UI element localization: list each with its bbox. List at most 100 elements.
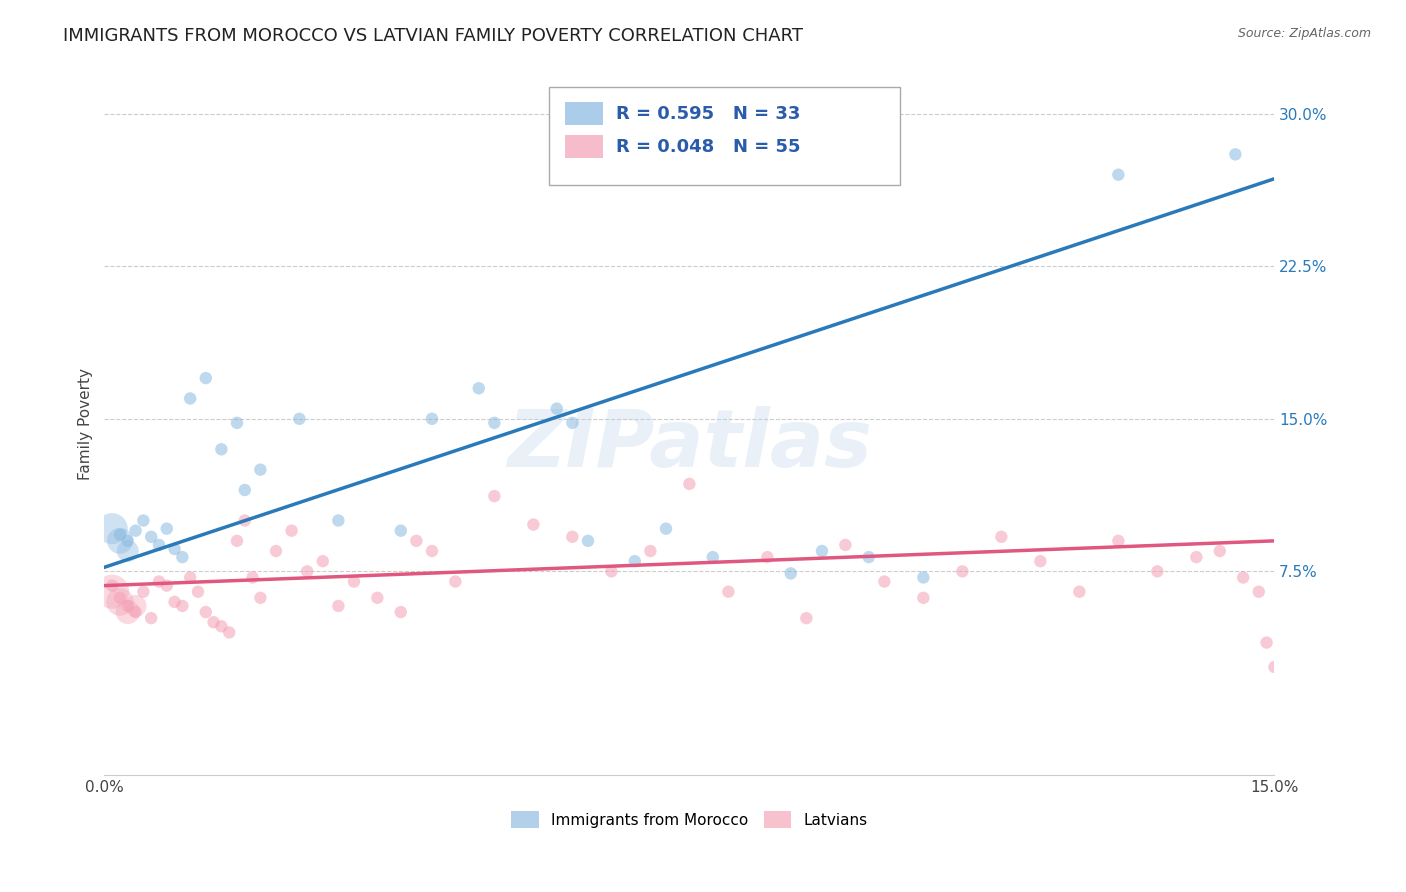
Point xyxy=(226,533,249,548)
Point xyxy=(1209,544,1232,558)
Point xyxy=(468,381,491,395)
Point xyxy=(117,599,139,613)
Point xyxy=(101,584,124,599)
Point xyxy=(912,591,935,605)
Point xyxy=(242,570,264,584)
Point xyxy=(163,595,186,609)
Point xyxy=(389,605,412,619)
Point xyxy=(209,442,232,457)
Point xyxy=(141,611,163,625)
Point xyxy=(1029,554,1052,568)
Point xyxy=(1247,584,1270,599)
Point xyxy=(117,544,139,558)
Text: Source: ZipAtlas.com: Source: ZipAtlas.com xyxy=(1237,27,1371,40)
Point xyxy=(623,554,645,568)
Point xyxy=(233,514,256,528)
Legend: Immigrants from Morocco, Latvians: Immigrants from Morocco, Latvians xyxy=(505,805,873,834)
Point xyxy=(172,599,194,613)
Point xyxy=(717,584,740,599)
Point xyxy=(101,522,124,536)
Point xyxy=(117,605,139,619)
Y-axis label: Family Poverty: Family Poverty xyxy=(79,368,93,480)
Point xyxy=(420,412,443,426)
Point xyxy=(912,570,935,584)
Point xyxy=(108,591,131,605)
Point xyxy=(343,574,366,589)
Text: R = 0.048   N = 55: R = 0.048 N = 55 xyxy=(616,137,800,156)
Point xyxy=(249,463,271,477)
Point xyxy=(389,524,412,538)
Point xyxy=(295,565,318,579)
Point xyxy=(484,416,506,430)
Point xyxy=(108,533,131,548)
Point xyxy=(655,522,678,536)
Point xyxy=(218,625,240,640)
Point xyxy=(288,412,311,426)
Point xyxy=(148,538,170,552)
FancyBboxPatch shape xyxy=(565,136,603,158)
Point xyxy=(101,579,124,593)
Point xyxy=(187,584,209,599)
Point xyxy=(640,544,662,558)
Point xyxy=(420,544,443,558)
Point xyxy=(1232,570,1254,584)
FancyBboxPatch shape xyxy=(565,103,603,125)
Point xyxy=(1107,533,1129,548)
Point xyxy=(1225,147,1247,161)
Point xyxy=(141,530,163,544)
Point xyxy=(678,476,700,491)
Point xyxy=(484,489,506,503)
Point xyxy=(366,591,388,605)
Point xyxy=(796,611,818,625)
FancyBboxPatch shape xyxy=(548,87,900,186)
Point xyxy=(156,579,179,593)
Text: ZIPatlas: ZIPatlas xyxy=(508,406,872,484)
Point xyxy=(1107,168,1129,182)
Point xyxy=(163,541,186,556)
Point xyxy=(194,371,217,385)
Point xyxy=(280,524,302,538)
Point xyxy=(858,550,880,565)
Point xyxy=(600,565,623,579)
Point xyxy=(202,615,225,630)
Point xyxy=(702,550,724,565)
Point xyxy=(1146,565,1168,579)
Point xyxy=(1263,660,1285,674)
Point xyxy=(209,619,232,633)
Point xyxy=(756,550,779,565)
Point xyxy=(148,574,170,589)
Point xyxy=(156,522,179,536)
Point xyxy=(233,483,256,497)
Point xyxy=(132,514,155,528)
Point xyxy=(444,574,467,589)
Point xyxy=(522,517,544,532)
Point xyxy=(132,584,155,599)
Point xyxy=(834,538,856,552)
Point xyxy=(811,544,834,558)
Point xyxy=(264,544,287,558)
Point xyxy=(990,530,1012,544)
Point xyxy=(312,554,335,568)
Text: R = 0.595   N = 33: R = 0.595 N = 33 xyxy=(616,104,800,123)
Point xyxy=(1185,550,1208,565)
Point xyxy=(328,599,350,613)
Point xyxy=(172,550,194,565)
Point xyxy=(108,595,131,609)
Text: IMMIGRANTS FROM MOROCCO VS LATVIAN FAMILY POVERTY CORRELATION CHART: IMMIGRANTS FROM MOROCCO VS LATVIAN FAMIL… xyxy=(63,27,803,45)
Point xyxy=(108,527,131,541)
Point xyxy=(546,401,568,416)
Point xyxy=(124,599,146,613)
Point xyxy=(124,524,146,538)
Point xyxy=(179,392,201,406)
Point xyxy=(779,566,801,581)
Point xyxy=(249,591,271,605)
Point xyxy=(561,530,583,544)
Point xyxy=(873,574,896,589)
Point xyxy=(561,416,583,430)
Point xyxy=(194,605,217,619)
Point xyxy=(117,533,139,548)
Point xyxy=(1069,584,1091,599)
Point xyxy=(328,514,350,528)
Point xyxy=(1256,635,1278,649)
Point xyxy=(576,533,599,548)
